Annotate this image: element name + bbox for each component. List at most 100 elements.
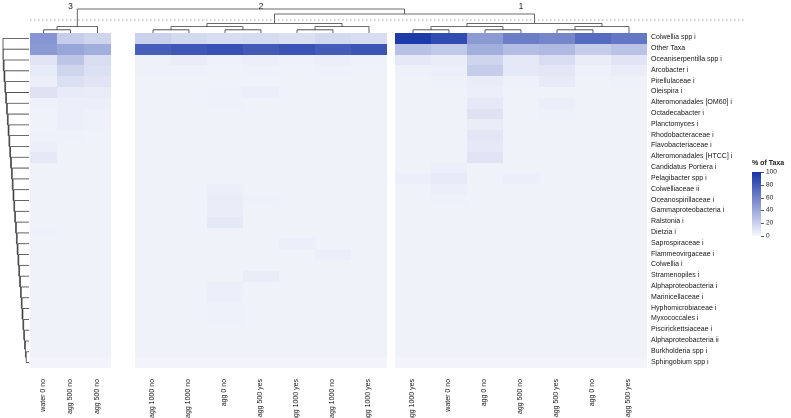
- heatmap-cell: [30, 65, 57, 77]
- heatmap-cell: [30, 313, 57, 326]
- heatmap-cell: [279, 238, 315, 250]
- heatmap-cell: [30, 184, 57, 196]
- heatmap-cell: [171, 33, 207, 45]
- heatmap-cell: [171, 324, 207, 336]
- heatmap-cell: [171, 313, 207, 326]
- heatmap-cell: [395, 130, 431, 142]
- col-label: agg 500 yes: [257, 379, 264, 418]
- heatmap-cell: [395, 238, 431, 250]
- heatmap-cell: [431, 108, 467, 120]
- heatmap-cell: [243, 281, 279, 293]
- heatmap-cell: [135, 335, 171, 347]
- heatmap-cell: [575, 216, 611, 228]
- colorbar-tick-label: 100: [766, 168, 777, 176]
- heatmap-cell: [30, 54, 57, 66]
- heatmap-cell: [171, 205, 207, 218]
- heatmap-cell: [539, 87, 575, 99]
- heatmap-cell: [395, 43, 431, 55]
- heatmap-cell: [611, 119, 647, 131]
- heatmap-cell: [315, 76, 351, 88]
- heatmap-cell: [351, 357, 387, 369]
- heatmap-cell: [57, 313, 84, 326]
- heatmap-cell: [431, 238, 467, 250]
- heatmap-cell: [539, 259, 575, 272]
- heatmap-cell: [611, 205, 647, 218]
- heatmap-cell: [315, 227, 351, 239]
- colorbar: [752, 172, 761, 236]
- heatmap-cell: [315, 238, 351, 250]
- heatmap-cell: [539, 173, 575, 185]
- heatmap-cell: [243, 76, 279, 88]
- heatmap-cell: [431, 151, 467, 164]
- heatmap-cell: [351, 205, 387, 218]
- heatmap-cell: [575, 259, 611, 272]
- heatmap-cell: [539, 65, 575, 77]
- heatmap-cell: [57, 238, 84, 250]
- heatmap-cell: [503, 249, 539, 261]
- heatmap-cell: [279, 173, 315, 185]
- heatmap-cell: [243, 346, 279, 358]
- heatmap-cell: [395, 303, 431, 315]
- col-label: agg 500 no: [93, 379, 101, 415]
- heatmap-cell: [503, 357, 539, 369]
- heatmap-cell: [431, 162, 467, 174]
- heatmap-cell: [279, 195, 315, 207]
- heatmap-cell: [279, 216, 315, 228]
- heatmap-cell: [171, 76, 207, 88]
- heatmap-cell: [539, 33, 575, 45]
- heatmap-cell: [351, 119, 387, 131]
- heatmap-cell: [84, 238, 111, 250]
- heatmap-cell: [279, 108, 315, 120]
- heatmap-cell: [575, 335, 611, 347]
- heatmap-cell: [315, 87, 351, 99]
- heatmap-cell: [84, 313, 111, 326]
- heatmap-cell: [243, 97, 279, 110]
- heatmap-cell: [171, 43, 207, 55]
- heatmap-cell: [57, 216, 84, 228]
- heatmap-cell: [431, 281, 467, 293]
- heatmap-cell: [243, 119, 279, 131]
- heatmap-cell: [135, 324, 171, 336]
- heatmap-cell: [207, 346, 243, 358]
- heatmap-cell: [207, 76, 243, 88]
- heatmap-cell: [611, 162, 647, 174]
- heatmap-cell: [57, 87, 84, 99]
- heatmap-cell: [395, 173, 431, 185]
- heatmap-cell: [431, 335, 467, 347]
- heatmap-cell: [575, 281, 611, 293]
- heatmap-cell: [431, 119, 467, 131]
- heatmap-cell: [503, 313, 539, 326]
- heatmap-cell: [431, 249, 467, 261]
- heatmap-cell: [135, 151, 171, 164]
- heatmap-cell: [171, 238, 207, 250]
- heatmap-cell: [395, 195, 431, 207]
- heatmap-cell: [539, 216, 575, 228]
- heatmap-cell: [503, 270, 539, 282]
- heatmap-cell: [135, 173, 171, 185]
- heatmap-cell: [539, 119, 575, 131]
- heatmap-cell: [243, 357, 279, 369]
- heatmap-cell: [207, 65, 243, 77]
- heatmap-cell: [503, 141, 539, 153]
- heatmap-cell: [84, 54, 111, 66]
- heatmap-cell: [395, 346, 431, 358]
- heatmap-cell: [135, 249, 171, 261]
- heatmap-cell: [575, 238, 611, 250]
- heatmap-cell: [135, 259, 171, 272]
- heatmap-cell: [243, 141, 279, 153]
- heatmap-cell: [84, 141, 111, 153]
- heatmap-cell: [503, 119, 539, 131]
- heatmap-cell: [467, 335, 503, 347]
- heatmap-cell: [57, 108, 84, 120]
- heatmap-cell: [135, 205, 171, 218]
- heatmap-cell: [135, 270, 171, 282]
- heatmap-cell: [279, 141, 315, 153]
- heatmap-cell: [30, 292, 57, 304]
- heatmap-cell: [84, 346, 111, 358]
- row-label: Planctomyces i: [651, 120, 699, 128]
- heatmap-cell: [611, 65, 647, 77]
- row-label: Rhodobacteraceae i: [651, 131, 714, 139]
- heatmap-cell: [171, 119, 207, 131]
- heatmap-cell: [243, 205, 279, 218]
